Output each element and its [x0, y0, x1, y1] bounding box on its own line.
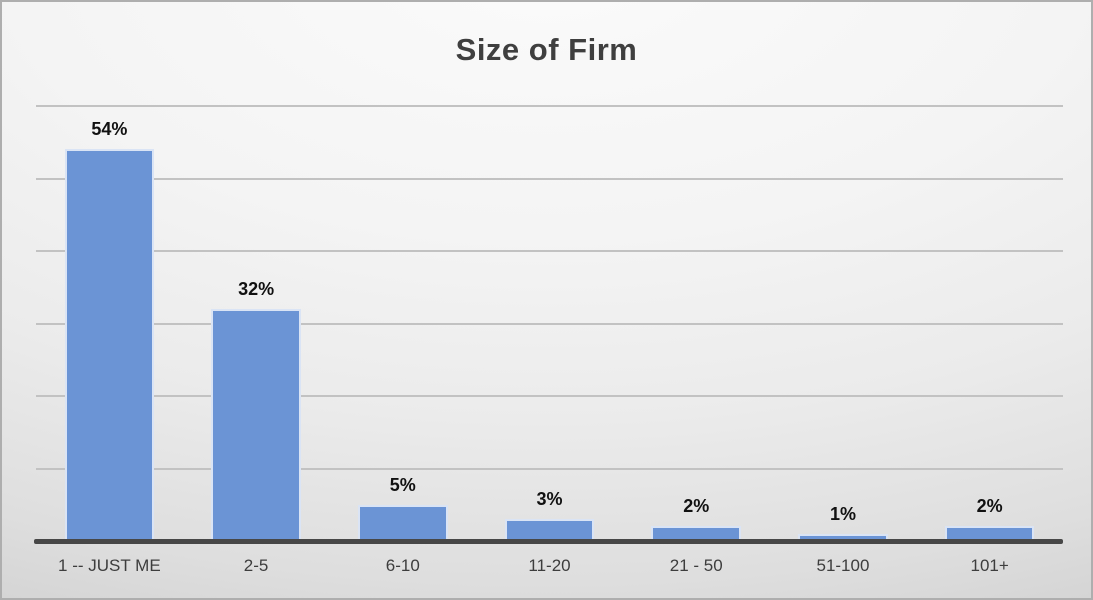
value-label-6: 1% — [829, 504, 856, 524]
bar-slot-4: 3% — [476, 106, 623, 541]
bar-4 — [504, 519, 595, 541]
x-tick-label-7: 101+ — [970, 556, 1009, 575]
bar-slot-1: 54% — [36, 106, 183, 541]
gridline-30pct — [36, 322, 1063, 325]
bars-row: 54% 32% 5% 3% 2% 1% 2% — [36, 106, 1063, 541]
x-tick-label-4: 11-20 — [528, 556, 571, 575]
gridline-40pct — [36, 250, 1063, 252]
chart-title: Size of Firm — [455, 32, 638, 67]
x-tick-label-3: 6-10 — [385, 556, 420, 575]
gridline-10pct — [36, 467, 1063, 470]
gridline-20pct — [36, 395, 1063, 397]
x-tick-label-5: 21 - 50 — [669, 556, 723, 575]
value-label-1: 54% — [91, 119, 128, 139]
gridline-50pct — [36, 177, 1063, 180]
bar-slot-3: 5% — [329, 106, 476, 541]
value-label-5: 2% — [683, 496, 710, 516]
value-label-4: 3% — [536, 489, 563, 509]
value-label-7: 2% — [976, 496, 1003, 516]
value-label-2: 32% — [238, 279, 275, 299]
bar-slot-7: 2% — [916, 106, 1063, 541]
bar-3 — [358, 505, 448, 541]
x-tick-label-6: 51-100 — [816, 556, 870, 575]
x-axis-labels: 1 -- JUST ME 2-5 6-10 11-20 21 - 50 51-100 101… — [36, 556, 1063, 576]
bar-1 — [64, 149, 155, 541]
x-tick-label-1: 1 -- JUST ME — [58, 556, 161, 575]
bar-slot-6: 1% — [770, 106, 917, 541]
bar-2 — [211, 309, 301, 541]
bar-slot-2: 32% — [183, 106, 330, 541]
x-tick-label-2: 2-5 — [243, 556, 269, 575]
gridline-60pct — [36, 105, 1063, 107]
plot-area: 54% 32% 5% 3% 2% 1% 2% — [36, 105, 1063, 541]
value-label-3: 5% — [389, 475, 416, 495]
x-axis-line — [34, 539, 1063, 544]
bar-slot-5: 2% — [623, 106, 770, 541]
